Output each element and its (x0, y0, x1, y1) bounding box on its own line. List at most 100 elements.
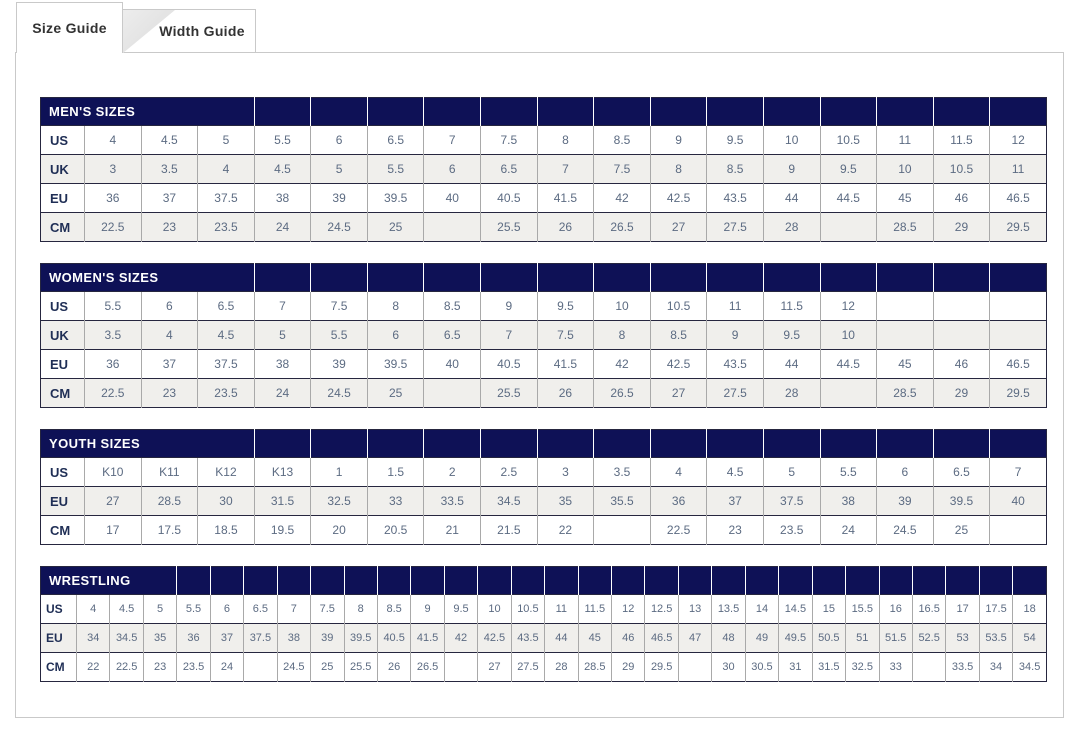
size-cell: 13 (677, 594, 712, 624)
header-cell (176, 566, 211, 595)
size-cell: 53.5 (978, 623, 1013, 653)
size-cell: 48 (711, 623, 746, 653)
size-cell: 17.5 (140, 515, 198, 545)
size-cell: 5.5 (310, 320, 368, 350)
table-row-cm: CM 17 17.5 18.5 19.5 20 20.5 21 21.5 22 22.5 23 23.5… (40, 515, 1047, 545)
size-cell: 9 (762, 154, 821, 184)
size-cell: 9.5 (443, 594, 478, 624)
size-cell: 10.5 (649, 291, 707, 321)
size-cell: 42.5 (649, 349, 707, 379)
size-cell: 49 (744, 623, 779, 653)
table-row-cm: CM 22.5 23 23.5 24 24.5 25 25.5 26 26.5 27 27.5 28 28… (40, 378, 1047, 408)
size-cell: 4 (84, 125, 142, 155)
size-cell: 32.5 (310, 486, 368, 516)
size-cell: 24.5 (276, 652, 311, 682)
size-cell: 7.5 (310, 594, 344, 624)
header-cell (811, 566, 846, 595)
size-cell: 27 (649, 212, 707, 242)
tab-size-guide[interactable]: Size Guide (16, 2, 123, 53)
header-cell (876, 263, 934, 292)
size-cell: 20 (310, 515, 368, 545)
header-cell (649, 429, 707, 458)
header-cell (649, 97, 707, 126)
size-cell: 45 (876, 349, 934, 379)
size-cell: 37 (140, 349, 198, 379)
row-label: US (40, 291, 85, 321)
row-label: US (40, 457, 85, 487)
table-men-s-sizes: MEN'S SIZES US 4 4.5 5 5.5 6 6.5 7 7.5 8 8.5 9 9.5 10 1… (40, 97, 1047, 242)
size-cell: 11 (989, 154, 1047, 184)
header-cell (253, 429, 311, 458)
size-cell: 44 (544, 623, 579, 653)
size-cell: 5 (310, 154, 368, 184)
size-cell: 7 (480, 320, 538, 350)
row-label: US (40, 125, 85, 155)
size-cell: 4.5 (253, 154, 311, 184)
header-cell (593, 429, 651, 458)
size-cell: 15.5 (845, 594, 879, 624)
size-cell: 24.5 (310, 378, 368, 408)
header-cell (577, 566, 612, 595)
size-cell: 24 (209, 652, 244, 682)
size-cell: 26.5 (593, 212, 651, 242)
tab-width-guide[interactable]: Width Guide (123, 9, 256, 53)
size-cell: 9.5 (762, 320, 821, 350)
size-cell: 4.5 (140, 125, 198, 155)
size-cell: 5.5 (176, 594, 211, 624)
size-cell: 9.5 (819, 154, 877, 184)
size-cell: 46 (932, 183, 990, 213)
header-cell (443, 566, 478, 595)
header-cell (762, 97, 821, 126)
size-cell: 1.5 (366, 457, 424, 487)
size-cell: 24.5 (310, 212, 368, 242)
size-cell: 9.5 (706, 125, 764, 155)
size-cell: 39.5 (932, 486, 990, 516)
size-cell: 28.5 (140, 486, 198, 516)
header-cell (845, 566, 879, 595)
size-cell: 27 (477, 652, 512, 682)
size-cell: 28.5 (876, 378, 934, 408)
header-cell (276, 566, 311, 595)
size-cell: 6 (209, 594, 244, 624)
header-cell (423, 263, 481, 292)
table-women-s-sizes: WOMEN'S SIZES US 5.5 6 6.5 7 7.5 8 8.5 9 9.5 10 10.5… (40, 263, 1047, 408)
header-cell (706, 263, 764, 292)
header-cell (209, 566, 244, 595)
tab-width-guide-label: Width Guide (159, 23, 245, 39)
size-cell: 12.5 (644, 594, 679, 624)
size-cell: 6 (310, 125, 368, 155)
size-cell: 29.5 (644, 652, 679, 682)
size-cell: 12 (989, 125, 1047, 155)
header-cell (819, 429, 877, 458)
table-header-row: YOUTH SIZES (40, 429, 1047, 458)
size-cell: 23 (142, 652, 177, 682)
header-cell (310, 263, 368, 292)
size-guide-panel: MEN'S SIZES US 4 4.5 5 5.5 6 6.5 7 7.5 8 8.5 9 9.5 10 1… (15, 52, 1064, 718)
size-cell: 27.5 (706, 212, 764, 242)
size-cell: 13.5 (711, 594, 746, 624)
size-cell: 36 (176, 623, 211, 653)
size-cell (423, 212, 481, 242)
size-cell: 46.5 (989, 349, 1047, 379)
size-cell: 29 (932, 212, 990, 242)
size-cell (423, 378, 481, 408)
size-cell: 7 (423, 125, 481, 155)
header-cell (593, 263, 651, 292)
size-cell: 47 (677, 623, 712, 653)
size-cell: K13 (253, 457, 311, 487)
size-cell (677, 652, 712, 682)
size-cell: 28 (762, 212, 821, 242)
size-cell: 15 (811, 594, 846, 624)
size-cell: 9.5 (536, 291, 594, 321)
size-cell: 35 (536, 486, 594, 516)
size-cell: 33.5 (423, 486, 481, 516)
size-cell: 20.5 (366, 515, 424, 545)
header-cell (778, 566, 813, 595)
size-tables: MEN'S SIZES US 4 4.5 5 5.5 6 6.5 7 7.5 8 8.5 9 9.5 10 1… (40, 97, 1047, 682)
tab-size-guide-label: Size Guide (32, 20, 107, 36)
size-cell: 45 (876, 183, 934, 213)
size-cell: 34.5 (1012, 652, 1047, 682)
size-cell: 21.5 (480, 515, 538, 545)
header-cell (477, 566, 512, 595)
size-cell: 34.5 (109, 623, 144, 653)
